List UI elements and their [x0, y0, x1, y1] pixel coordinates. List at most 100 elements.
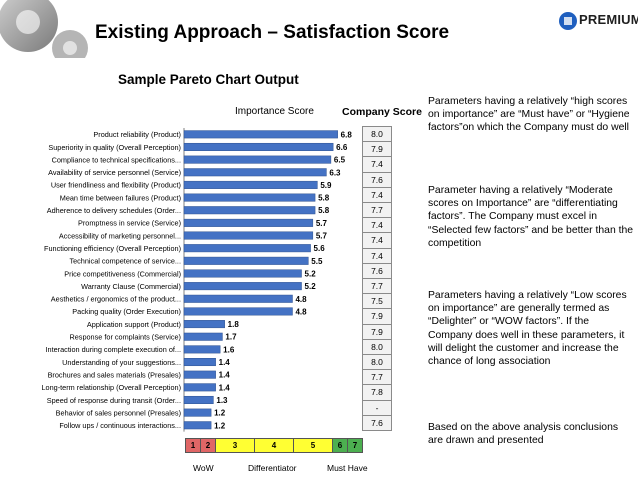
category-label: Understanding of your suggestions...: [62, 358, 181, 367]
importance-bar: [183, 206, 316, 215]
category-label: User friendliness and flexibility (Produ…: [51, 181, 181, 190]
category-label: Interaction during complete execution of…: [46, 345, 181, 354]
bar-value-label: 4.8: [295, 307, 307, 316]
company-score-cell: 7.7: [362, 202, 392, 219]
category-label: Application support (Product): [87, 320, 181, 329]
pareto-bar-chart: Product reliability (Product) 6.8 Superior…: [41, 128, 353, 432]
scale-cell: 7: [347, 438, 363, 453]
scale-cell: 4: [254, 438, 294, 453]
importance-bar: [183, 383, 216, 392]
bar-value-label: 5.6: [314, 244, 326, 253]
company-score-cell: 7.4: [362, 247, 392, 264]
scale-label-must-have: Must Have: [327, 463, 368, 473]
importance-bar: [183, 421, 212, 430]
scale-cell: 2: [200, 438, 216, 453]
company-score-cell: 7.6: [362, 262, 392, 279]
company-score-cell: 7.9: [362, 308, 392, 325]
bar-value-label: 1.2: [214, 421, 226, 430]
bar-value-label: 5.8: [318, 194, 330, 203]
category-label: Aesthetics / ergonomics of the product..…: [51, 295, 181, 304]
note-delighter: Parameters having a relatively “Low scor…: [428, 290, 627, 368]
importance-bar: [183, 218, 314, 227]
company-score-cell: 7.5: [362, 293, 392, 310]
category-label: Accessibility of marketing personnel...: [59, 231, 181, 240]
scale-cell: 6: [332, 438, 348, 453]
bar-value-label: 6.5: [334, 156, 346, 165]
bar-value-label: 6.8: [341, 130, 353, 139]
company-score-cell: 8.0: [362, 126, 392, 143]
bar-value-label: 5.8: [318, 206, 330, 215]
importance-bar: [183, 332, 223, 341]
bar-value-label: 1.3: [216, 396, 228, 405]
premium-logo-text: PREMIUM: [579, 12, 638, 27]
company-score-cell: 7.7: [362, 278, 392, 295]
category-label: Technical competence of service...: [69, 257, 181, 266]
category-label: Follow ups / continuous interactions...: [59, 421, 181, 430]
company-score-cell: -: [362, 399, 392, 416]
chart-title: Sample Pareto Chart Output: [118, 72, 299, 87]
scale-label-wow: WoW: [193, 463, 214, 473]
company-score-cell: 7.9: [362, 141, 392, 158]
bar-value-label: 1.4: [219, 371, 231, 380]
bar-value-label: 1.8: [228, 320, 240, 329]
importance-bar: [183, 320, 225, 329]
company-score-cell: 7.9: [362, 323, 392, 340]
importance-bar: [183, 294, 293, 303]
bar-value-label: 5.2: [305, 269, 317, 278]
scale-cell: 5: [293, 438, 333, 453]
importance-bar: [183, 180, 318, 189]
category-label: Mean time between failures (Product): [60, 193, 181, 202]
bar-value-label: 5.5: [311, 257, 323, 266]
bar-value-label: 4.8: [295, 295, 307, 304]
category-label: Adherence to delivery schedules (Order..…: [47, 206, 181, 215]
company-score-cell: 7.6: [362, 171, 392, 188]
importance-bar: [183, 155, 332, 164]
category-label: Warranty Clause (Commercial): [81, 282, 181, 291]
category-label: Long-term relationship (Overall Percepti…: [41, 383, 181, 392]
category-label: Speed of response during transit (Order.…: [47, 396, 181, 405]
company-score-cell: 7.4: [362, 186, 392, 203]
importance-bar: [183, 395, 214, 404]
bar-value-label: 5.7: [316, 219, 328, 228]
note-must-have: Parameters having a relatively “high sco…: [428, 96, 630, 134]
category-label: Brochures and sales materials (Presales): [48, 370, 181, 379]
bar-value-label: 5.9: [320, 181, 332, 190]
importance-bar: [183, 244, 311, 253]
bar-value-label: 1.4: [219, 358, 231, 367]
scale-label-differentiator: Differentiator: [248, 463, 297, 473]
bar-value-label: 6.3: [329, 168, 341, 177]
company-score-cell: 8.0: [362, 338, 392, 355]
company-score-cell: 7.7: [362, 369, 392, 386]
importance-score-header: Importance Score: [235, 106, 314, 117]
company-score-header: Company Score: [342, 106, 422, 118]
gear-decoration-icon: [0, 0, 90, 68]
category-label: Superiority in quality (Overall Percepti…: [48, 143, 181, 152]
note-conclusion: Based on the above analysis conclusions …: [428, 422, 619, 447]
company-score-cell: 8.0: [362, 354, 392, 371]
importance-bar: [183, 256, 309, 265]
page-title: Existing Approach – Satisfaction Score: [95, 22, 450, 43]
importance-bar: [183, 193, 316, 202]
bar-value-label: 1.6: [223, 345, 235, 354]
note-differentiator: Parameter having a relatively “Moderate …: [428, 185, 634, 249]
bar-value-label: 5.7: [316, 232, 328, 241]
bar-value-label: 1.7: [225, 333, 237, 342]
bar-value-label: 6.6: [336, 143, 348, 152]
category-label: Functioning efficiency (Overall Percepti…: [44, 244, 181, 253]
scale-cell: 3: [215, 438, 255, 453]
category-label: Behavior of sales personnel (Presales): [56, 408, 181, 417]
importance-bar: [183, 370, 216, 379]
importance-bar: [183, 231, 314, 240]
importance-bar: [183, 142, 334, 151]
category-label: Product reliability (Product): [93, 130, 181, 139]
company-score-cell: 7.4: [362, 156, 392, 173]
importance-bar: [183, 358, 216, 367]
company-score-cell: 7.6: [362, 414, 392, 431]
importance-bar: [183, 307, 293, 316]
category-label: Promptness in service (Service): [78, 219, 181, 228]
category-label: Compliance to technical specifications..…: [52, 155, 181, 164]
premium-logo-icon: [559, 12, 577, 30]
category-label: Availability of service personnel (Servi…: [48, 168, 181, 177]
importance-bar: [183, 282, 302, 291]
importance-bar: [183, 168, 327, 177]
